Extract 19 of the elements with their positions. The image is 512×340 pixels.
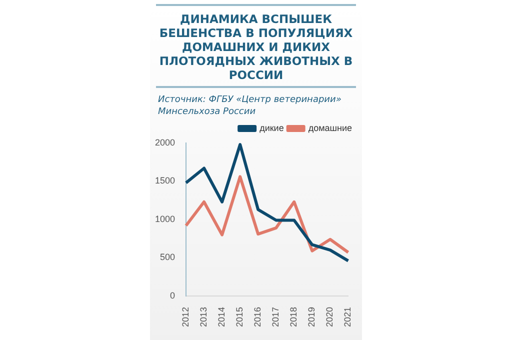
- y-tick-label: 1500: [154, 176, 176, 186]
- text: Источник: ФГБУ «Центр ветеринарии» Минсельхоза России: [158, 94, 342, 118]
- x-tick-label: 2016: [252, 306, 263, 328]
- x-tick-label: 2019: [306, 306, 317, 328]
- x-tick-label: 2014: [216, 306, 227, 328]
- chart-title: ДИНАМИКА ВСПЫШЕК БЕШЕНСТВА В ПОПУЛЯЦИЯХ ДОМАШНИХ И ДИКИХ ПЛОТОЯДНЫХ ЖИВОТНЫХ В РОССИИ: [156, 4, 356, 88]
- y-tick-label: 2000: [154, 137, 176, 148]
- x-tick-label: 2013: [198, 306, 209, 328]
- legend-label: дикие: [260, 122, 284, 133]
- x-tick-label: 2015: [234, 306, 245, 328]
- x-tick-label: 2017: [270, 306, 281, 328]
- y-tick-label: 1000: [154, 214, 176, 224]
- x-tick-label: 2020: [324, 306, 335, 328]
- x-tick-label: 2018: [288, 306, 299, 328]
- legend-label: домашние: [308, 122, 352, 133]
- x-tick-label: 2021: [342, 306, 353, 328]
- y-tick-label: 500: [160, 252, 176, 262]
- y-tick-label: 0: [170, 290, 176, 300]
- x-tick-label: 2012: [180, 306, 191, 328]
